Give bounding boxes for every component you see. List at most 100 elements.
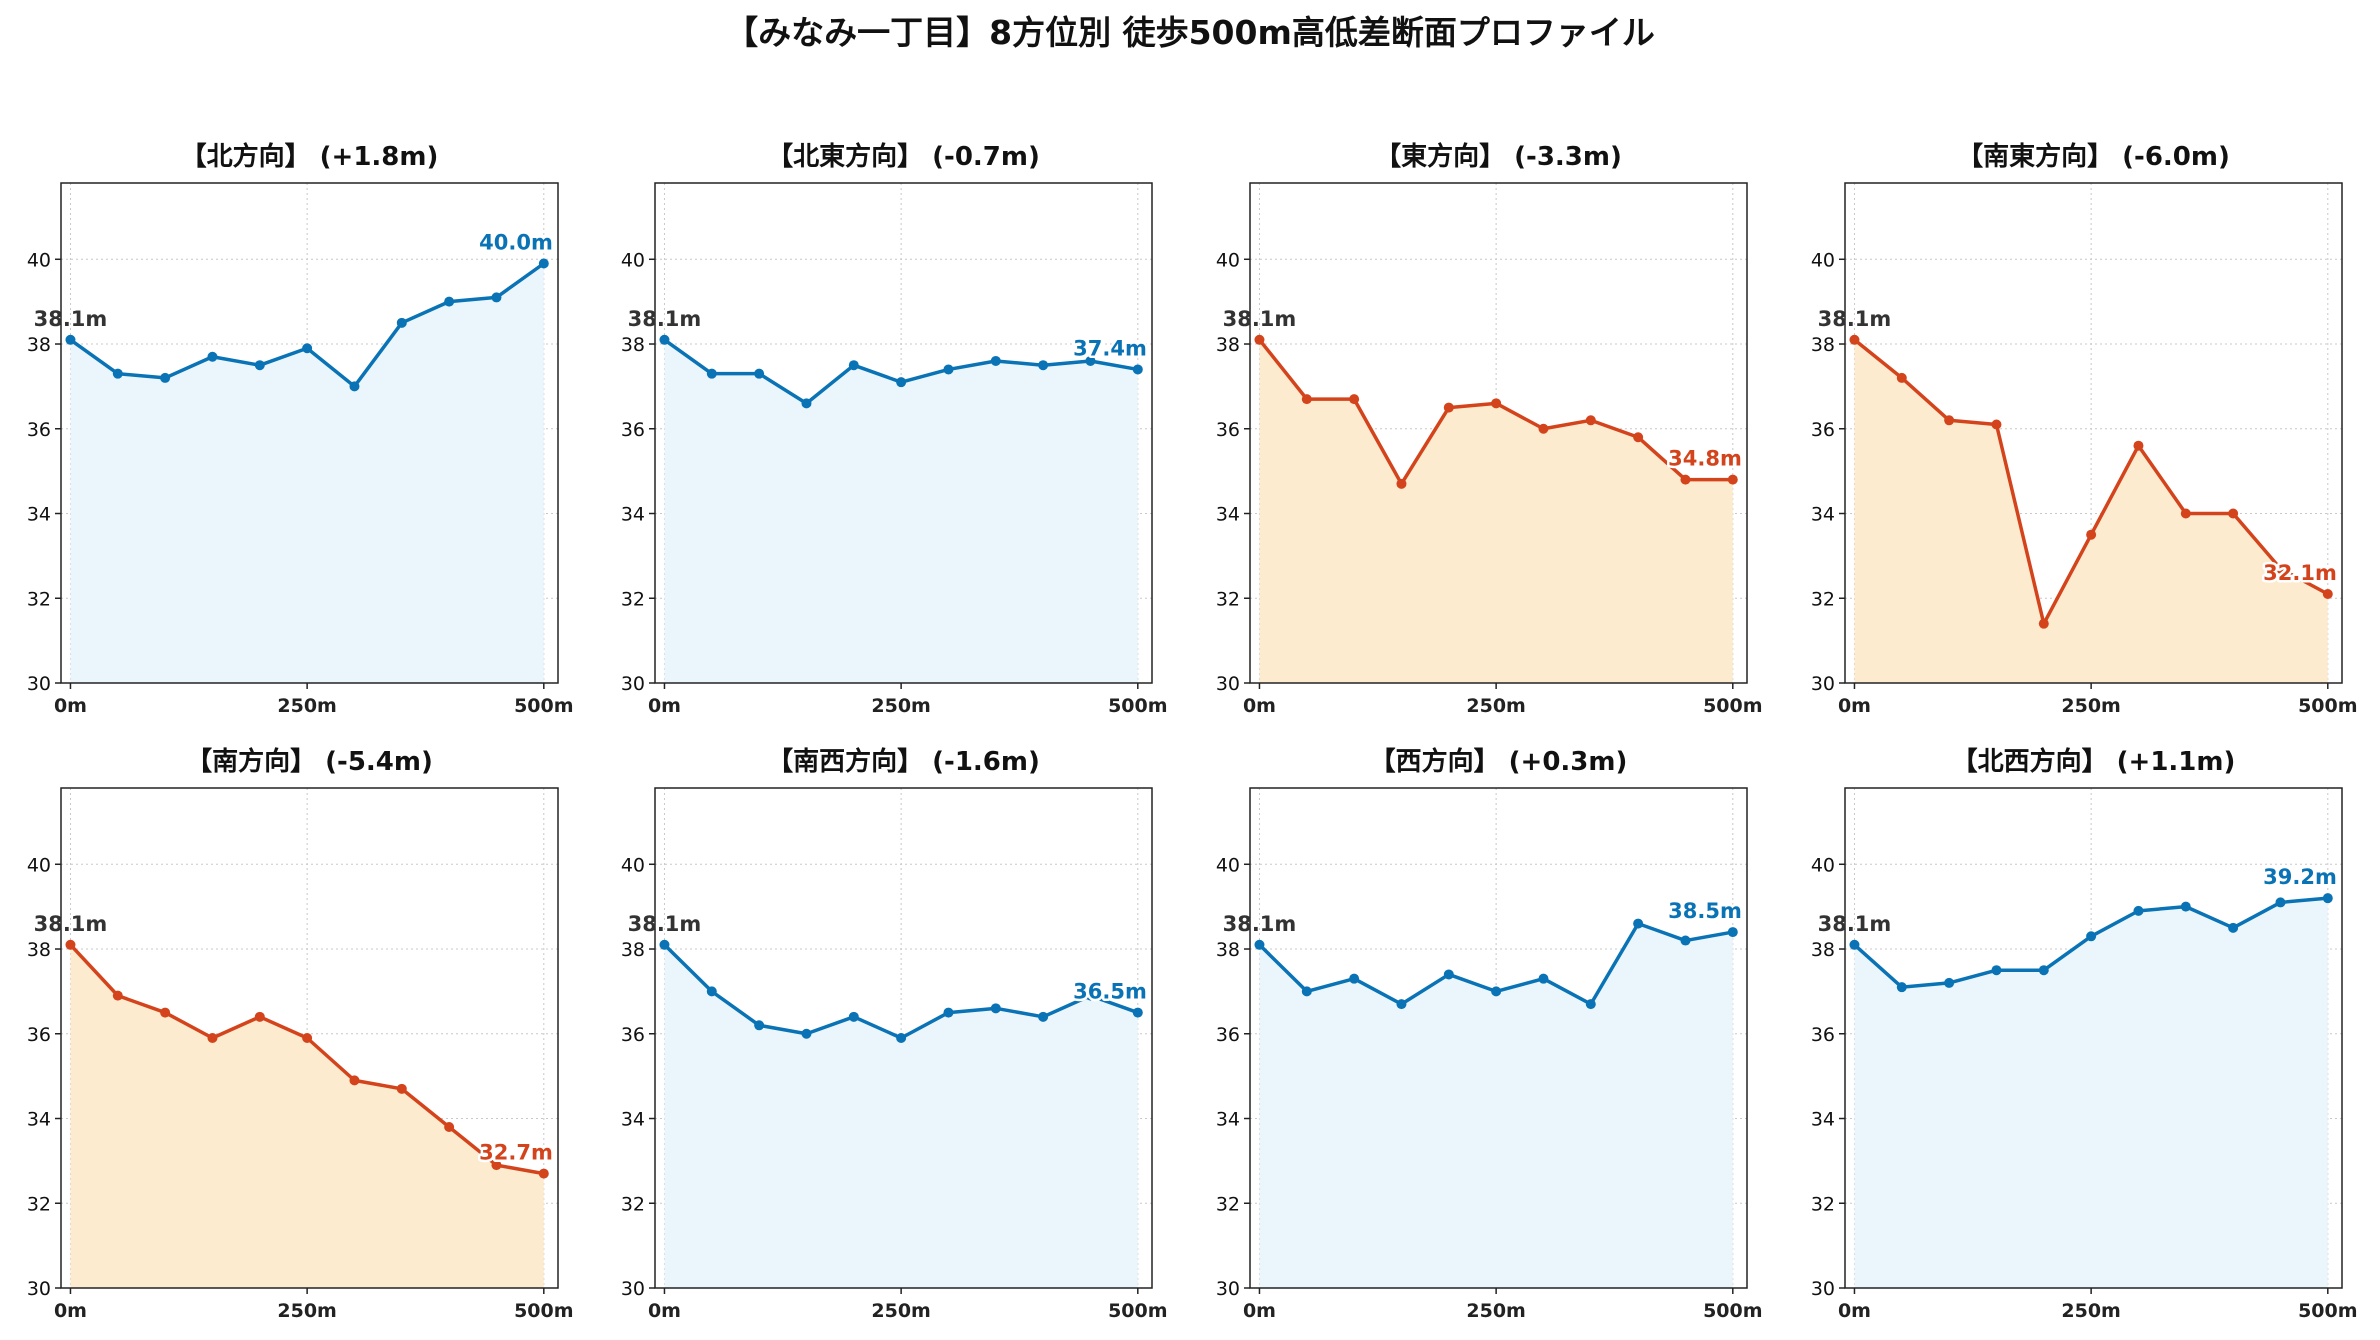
x-tick-label: 0m bbox=[648, 1300, 681, 1322]
data-point bbox=[207, 1033, 218, 1043]
x-tick-label: 250m bbox=[871, 1300, 930, 1322]
x-tick-label: 500m bbox=[514, 695, 573, 717]
data-point bbox=[491, 1160, 502, 1171]
end-elevation-label: 36.5m bbox=[1073, 980, 1147, 1004]
data-point bbox=[2275, 897, 2286, 908]
data-point bbox=[1849, 939, 1860, 950]
panel-title: 【南西方向】 (-1.6m) bbox=[767, 746, 1040, 777]
y-tick-label: 32 bbox=[1811, 588, 1835, 610]
profile-area bbox=[1259, 339, 1733, 683]
data-point bbox=[2180, 508, 2191, 519]
data-point bbox=[896, 377, 907, 388]
profile-area bbox=[70, 944, 544, 1288]
y-tick-label: 38 bbox=[1811, 334, 1835, 356]
start-elevation-label: 38.1m bbox=[628, 912, 702, 936]
y-tick-label: 40 bbox=[1216, 249, 1240, 271]
data-point bbox=[1585, 415, 1596, 426]
data-point bbox=[1038, 1011, 1049, 1022]
start-elevation-label: 38.1m bbox=[1818, 307, 1892, 331]
y-tick-label: 40 bbox=[621, 854, 645, 876]
start-elevation-label: 38.1m bbox=[1818, 912, 1892, 936]
y-tick-label: 32 bbox=[621, 1193, 645, 1215]
figure-title: 【みなみ一丁目】8方位別 徒歩500m高低差断面プロファイル bbox=[725, 13, 1655, 52]
y-tick-label: 32 bbox=[1811, 1193, 1835, 1215]
y-tick-label: 30 bbox=[27, 1278, 51, 1300]
end-elevation-label: 38.5m bbox=[1668, 899, 1742, 923]
panel-title: 【南東方向】 (-6.0m) bbox=[1957, 141, 2230, 172]
data-point bbox=[1301, 986, 1312, 997]
x-tick-label: 500m bbox=[1108, 695, 1167, 717]
y-tick-label: 38 bbox=[621, 334, 645, 356]
y-tick-label: 30 bbox=[1216, 673, 1240, 695]
data-point bbox=[2038, 618, 2049, 629]
data-point bbox=[1132, 364, 1143, 375]
data-point bbox=[990, 1003, 1001, 1014]
x-tick-label: 250m bbox=[2061, 1300, 2120, 1322]
y-tick-label: 34 bbox=[27, 1109, 51, 1131]
data-point bbox=[1491, 398, 1502, 409]
y-tick-label: 38 bbox=[621, 939, 645, 961]
data-point bbox=[1085, 355, 1096, 366]
data-point bbox=[1085, 990, 1096, 1001]
data-point bbox=[2038, 965, 2049, 976]
data-point bbox=[1633, 432, 1644, 443]
x-tick-label: 0m bbox=[54, 695, 87, 717]
x-tick-label: 250m bbox=[871, 695, 930, 717]
data-point bbox=[848, 360, 859, 371]
data-point bbox=[754, 1020, 765, 1031]
data-point bbox=[160, 1007, 171, 1018]
y-tick-label: 36 bbox=[27, 419, 51, 441]
y-tick-label: 40 bbox=[1811, 249, 1835, 271]
plot-frame bbox=[1249, 182, 1748, 684]
data-point bbox=[990, 355, 1001, 366]
data-point bbox=[444, 1121, 455, 1132]
data-point bbox=[1727, 927, 1738, 938]
data-point bbox=[1727, 474, 1738, 485]
x-tick-label: 250m bbox=[2061, 695, 2120, 717]
y-tick-label: 40 bbox=[1216, 854, 1240, 876]
data-point bbox=[1680, 474, 1691, 485]
y-tick-label: 32 bbox=[621, 588, 645, 610]
data-point bbox=[1443, 969, 1454, 980]
start-elevation-label: 38.1m bbox=[1223, 307, 1297, 331]
data-point bbox=[1896, 372, 1907, 383]
x-tick-label: 500m bbox=[1108, 1300, 1167, 1322]
data-point bbox=[2322, 893, 2333, 904]
data-point bbox=[2322, 589, 2333, 600]
x-tick-label: 500m bbox=[2298, 1300, 2357, 1322]
profile-area bbox=[664, 339, 1138, 683]
data-point bbox=[349, 381, 360, 392]
end-elevation-label: 32.7m bbox=[479, 1141, 553, 1165]
data-point bbox=[349, 1075, 360, 1086]
data-point bbox=[1132, 1007, 1143, 1018]
y-tick-label: 32 bbox=[27, 588, 51, 610]
x-tick-label: 500m bbox=[514, 1300, 573, 1322]
plot-frame bbox=[60, 787, 559, 1289]
x-tick-label: 500m bbox=[1703, 1300, 1762, 1322]
data-point bbox=[1254, 939, 1265, 950]
elevation-panel: 【北方向】 (+1.8m) 30 32 34 36 38 40 0m 250m 500m 38.1m… bbox=[27, 141, 574, 717]
end-elevation-label: 34.8m bbox=[1668, 447, 1742, 471]
y-tick-label: 30 bbox=[1216, 1278, 1240, 1300]
data-point bbox=[1633, 918, 1644, 929]
y-tick-label: 36 bbox=[1811, 1024, 1835, 1046]
x-tick-label: 500m bbox=[2298, 695, 2357, 717]
start-elevation-label: 38.1m bbox=[34, 912, 108, 936]
data-point bbox=[1396, 999, 1407, 1010]
data-point bbox=[2086, 529, 2097, 540]
profile-area bbox=[1259, 923, 1733, 1288]
data-point bbox=[302, 343, 313, 354]
profile-area bbox=[1854, 339, 2328, 683]
elevation-panel: 【南方向】 (-5.4m) 30 32 34 36 38 40 0m 250m 500m 38.1m… bbox=[27, 746, 574, 1322]
data-point bbox=[396, 317, 407, 328]
y-tick-label: 32 bbox=[1216, 588, 1240, 610]
data-point bbox=[1944, 415, 1955, 426]
data-point bbox=[302, 1033, 313, 1043]
data-point bbox=[65, 334, 76, 345]
y-tick-label: 30 bbox=[27, 673, 51, 695]
y-tick-label: 38 bbox=[27, 939, 51, 961]
start-elevation-label: 38.1m bbox=[628, 307, 702, 331]
y-tick-label: 38 bbox=[1811, 939, 1835, 961]
panels: 【北方向】 (+1.8m) 30 32 34 36 38 40 0m 250m 500m 38.1m… bbox=[27, 141, 2358, 1322]
y-tick-label: 34 bbox=[1216, 1109, 1240, 1131]
